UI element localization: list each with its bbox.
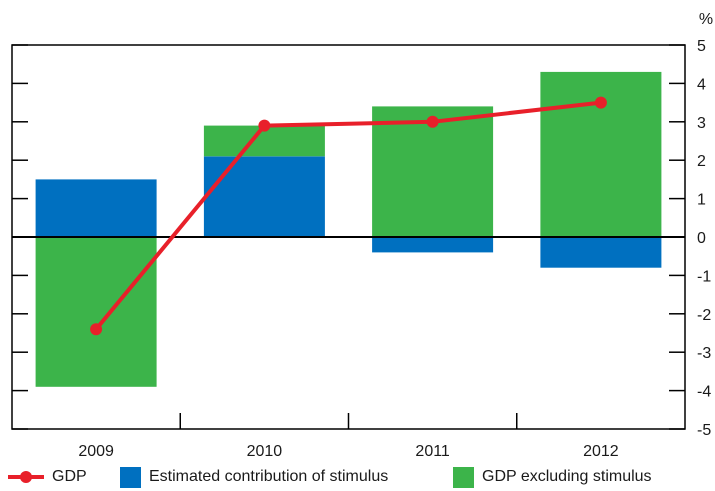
y-tick-label--1: -1 (697, 268, 711, 285)
gdp-point-2010 (258, 119, 271, 132)
bar-gdp-ex-stimulus-2011 (372, 106, 494, 238)
y-tick-label--4: -4 (697, 384, 711, 401)
gdp-point-2009 (90, 323, 103, 336)
gdp-point-2012 (594, 96, 607, 109)
legend-item-gdp-ex-stimulus: GDP excluding stimulus (453, 466, 652, 488)
legend: GDP Estimated contribution of stimulus G… (0, 466, 715, 491)
y-tick-label-2: 2 (697, 153, 706, 170)
x-tick-label-2010: 2010 (247, 443, 283, 460)
axis-layer: -5 -4 -3 -2 -1 0 1 2 3 4 5 2009 2010 2011 2012 (12, 38, 711, 460)
bar-stimulus-2011 (372, 237, 494, 253)
y-tick-label-3: 3 (697, 115, 706, 132)
bar-stimulus-2012 (540, 237, 662, 268)
y-tick-label-5: 5 (697, 38, 706, 55)
gdp-line-layer (90, 96, 607, 336)
y-tick-label-4: 4 (697, 76, 706, 93)
y-tick-label--5: -5 (697, 422, 711, 439)
chart: -5 -4 -3 -2 -1 0 1 2 3 4 5 2009 2010 2011 2012 % (11, 11, 713, 460)
gdp-line (94, 100, 602, 331)
x-tick-label-2011: 2011 (415, 443, 450, 460)
legend-label-stimulus: Estimated contribution of stimulus (149, 468, 389, 485)
legend-swatch-gdp-ex-stimulus (453, 466, 474, 488)
y-tick-label-0: 0 (697, 230, 706, 247)
y-tick-label--2: -2 (697, 307, 711, 324)
legend-swatch-stimulus (120, 466, 141, 488)
legend-item-gdp: GDP (8, 466, 87, 488)
bar-gdp-ex-stimulus-2009 (35, 237, 157, 387)
x-tick-label-2012: 2012 (583, 443, 619, 460)
gdp-point-2011 (426, 115, 439, 128)
legend-label-gdp-ex-stimulus: GDP excluding stimulus (482, 468, 652, 485)
legend-label-gdp: GDP (52, 468, 87, 485)
legend-gdp-marker (8, 467, 44, 487)
y-unit-label: % (699, 11, 713, 28)
bar-stimulus-2009 (35, 179, 157, 237)
bars-layer (35, 71, 662, 387)
x-tick-label-2009: 2009 (78, 443, 114, 460)
legend-item-stimulus: Estimated contribution of stimulus (120, 466, 388, 488)
bar-stimulus-2010 (203, 156, 325, 237)
y-tick-label-1: 1 (697, 192, 706, 209)
y-tick-label--3: -3 (697, 345, 711, 362)
